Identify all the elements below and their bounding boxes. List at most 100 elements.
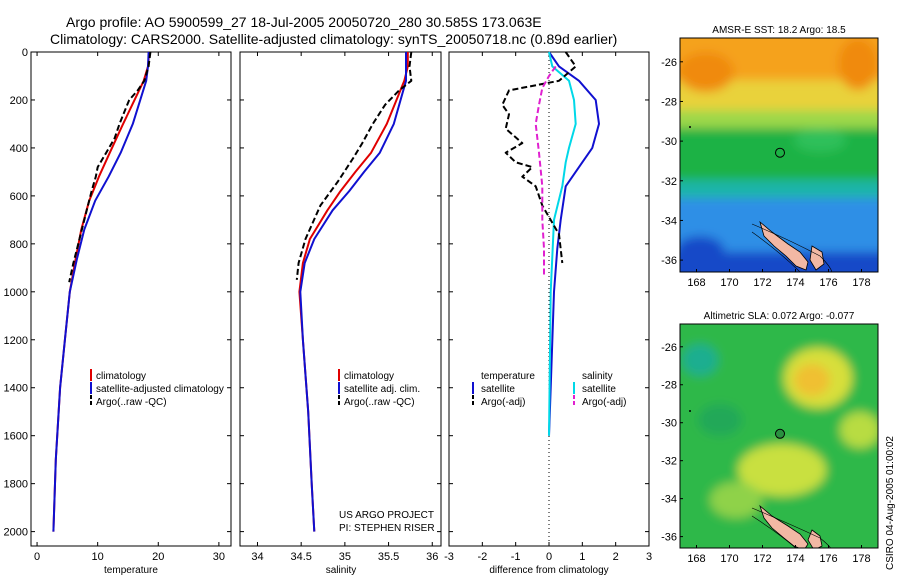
x-tick-label: 0	[34, 551, 40, 563]
sst-map	[680, 38, 878, 272]
series-line-salinity-argo-adj-	[534, 65, 557, 278]
sla-map-title: Altimetric SLA: 0.072 Argo: -0.077	[704, 311, 855, 322]
map-x-tick-label: 176	[819, 553, 837, 565]
difference-plot: -3 -2 -1 0 1 2 3	[444, 51, 652, 563]
bathymetry-contour	[751, 231, 801, 272]
y-tick-label: 800	[10, 239, 28, 251]
series-line-climatology	[52, 51, 151, 532]
sla-low-blob	[682, 344, 718, 376]
x-tick-label: 3	[646, 551, 652, 563]
new-zealand-landmass	[759, 220, 809, 271]
map-y-tick-label: -36	[661, 255, 677, 267]
sst-warm-blob	[838, 38, 878, 90]
sla-high-core	[794, 364, 830, 396]
island-dot	[689, 410, 691, 412]
series-line-satellite-adj-clim-	[299, 52, 407, 532]
salinity-legend: climatology satellite adj. clim. Argo(..…	[338, 369, 420, 408]
sla-mid-blob	[710, 482, 762, 518]
legend-label-argo: Argo(..raw -QC)	[96, 397, 167, 408]
map-x-tick-label: 170	[720, 553, 738, 565]
sla-high-blob	[840, 412, 878, 448]
difference-panel-frame	[448, 51, 650, 547]
new-zealand-landmass	[807, 529, 823, 548]
sla-map-frame	[679, 323, 879, 549]
sst-dark-blue-band	[680, 252, 878, 272]
map-x-tick-label: 174	[786, 553, 804, 565]
map-y-tick-label: -30	[661, 418, 677, 430]
series-line-argo-raw-qc-	[295, 51, 413, 280]
map-x-tick-label: 178	[852, 553, 870, 565]
x-tick-label: 36	[426, 551, 438, 563]
y-tick-label: 1600	[4, 431, 28, 443]
temperature-panel-frame	[30, 51, 232, 547]
map-y-tick-label: -30	[661, 136, 677, 148]
bathymetry-contour	[751, 223, 833, 272]
sst-field	[680, 38, 878, 272]
legend-label-sal-argo: Argo(-adj)	[582, 397, 626, 408]
map-x-tick-label: 178	[852, 277, 870, 289]
x-tick-label: 20	[152, 551, 164, 563]
legend-label-argo: Argo(..raw -QC)	[344, 397, 415, 408]
legend-label-satellite: satellite-adjusted climatology	[96, 384, 224, 395]
salinity-panel-frame	[239, 51, 442, 547]
difference-legend: temperature satellite Argo(-adj) salinit…	[472, 371, 626, 408]
figure-title-line1: Argo profile: AO 5900599_27 18-Jul-2005 …	[66, 14, 542, 30]
sst-light-green-band	[680, 110, 878, 130]
x-tick-label: -2	[477, 551, 487, 563]
sla-map	[680, 324, 878, 548]
series-line-climatology	[298, 52, 409, 532]
sst-map-title: AMSR-E SST: 18.2 Argo: 18.5	[712, 25, 846, 36]
x-tick-label: 35	[339, 551, 351, 563]
argo-position-marker	[775, 147, 785, 158]
sst-coastline	[751, 220, 833, 272]
legend-label-temp-satellite: satellite	[481, 384, 515, 395]
x-tick-label: 35.5	[378, 551, 399, 563]
sla-coastline	[751, 504, 832, 548]
sst-teal-band	[680, 180, 878, 202]
map-y-tick-label: -36	[661, 532, 677, 544]
y-tick-label: 200	[10, 95, 28, 107]
argo-position-marker	[775, 428, 785, 439]
x-tick-label: 34	[251, 551, 263, 563]
sla-high-blob	[738, 444, 826, 496]
temperature-plot: 0 10 20 30 0 200 400 600 800 1000 1200 1400 1600 1800…	[4, 47, 231, 563]
map-y-tick-label: -34	[661, 494, 677, 506]
y-tick-label: 1800	[4, 479, 28, 491]
y-tick-label: 1200	[4, 335, 28, 347]
y-tick-label: 1400	[4, 383, 28, 395]
map-y-tick-label: -34	[661, 215, 677, 227]
sst-green-blob	[794, 128, 846, 152]
map-x-tick-label: 172	[753, 277, 771, 289]
sla-map-axes: 168 170 172 174 176 178 -26 -28 -30 -32 -34 -36	[661, 342, 871, 565]
legend-label-climatology: climatology	[344, 371, 394, 382]
island-dot	[689, 126, 691, 128]
series-line-salinity-satellite	[548, 51, 577, 436]
map-y-tick-label: -28	[661, 96, 677, 108]
sst-cold-blob	[680, 236, 724, 264]
x-tick-label: 34.5	[290, 551, 311, 563]
temperature-xlabel: temperature	[104, 565, 158, 576]
new-zealand-landmass	[809, 245, 825, 271]
series-line-temperature-satellite	[548, 51, 600, 436]
map-x-tick-label: 168	[687, 277, 705, 289]
map-x-tick-label: 168	[687, 553, 705, 565]
x-tick-label: 1	[579, 551, 585, 563]
map-x-tick-label: 170	[720, 277, 738, 289]
project-credit: US ARGO PROJECT	[339, 510, 434, 521]
legend-salinity-heading: salinity	[582, 371, 613, 382]
sla-field	[680, 324, 878, 548]
map-x-tick-label: 174	[786, 277, 804, 289]
map-y-tick-label: -28	[661, 380, 677, 392]
x-tick-label: 10	[92, 551, 104, 563]
temperature-legend: climatology satellite-adjusted climatolo…	[90, 369, 224, 408]
legend-label-temp-argo: Argo(-adj)	[481, 397, 525, 408]
pi-credit: PI: STEPHEN RISER	[339, 523, 435, 534]
salinity-plot: 34 34.5 35 35.5 36	[240, 51, 441, 563]
y-tick-label: 400	[10, 143, 28, 155]
legend-label-satellite: satellite adj. clim.	[344, 384, 420, 395]
legend-temperature-heading: temperature	[481, 371, 535, 382]
figure-title-line2: Climatology: CARS2000. Satellite-adjuste…	[50, 31, 617, 47]
bathymetry-contour	[751, 515, 797, 548]
y-tick-label: 600	[10, 191, 28, 203]
